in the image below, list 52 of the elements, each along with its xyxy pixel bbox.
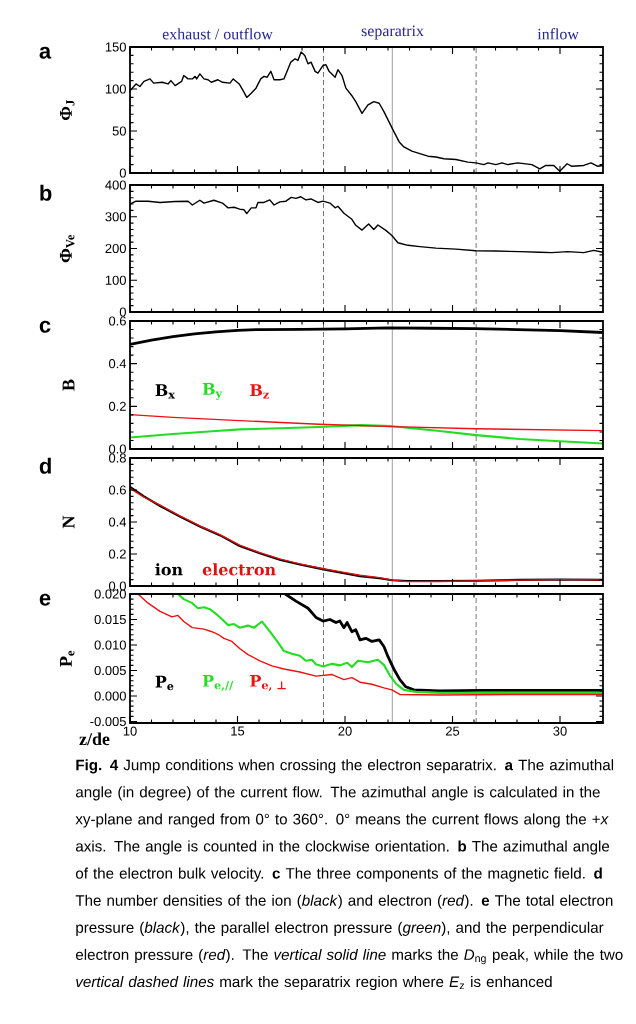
legend-label: B$_{x}$ <box>155 384 176 399</box>
y-tick-label: 0.0 <box>108 444 126 454</box>
y-axis-title: N <box>62 515 75 529</box>
text: exhaust / outflow <box>162 28 273 40</box>
series-label: B$_{z}$ <box>250 384 269 399</box>
series-label: P$_{e, ⊥}$ <box>250 674 286 692</box>
y-tick-label: 0.6 <box>108 316 126 326</box>
y-tick-label: 0 <box>119 307 126 317</box>
text: inflow <box>537 28 579 40</box>
y-tick-label: 0.2 <box>108 401 126 411</box>
text: separatrix <box>361 25 424 40</box>
y-tick-label: 0.6 <box>108 485 126 495</box>
chart-title: d <box>39 457 51 474</box>
y-tick-label: 0.4 <box>108 517 127 527</box>
x-tick-label: 30 <box>553 726 567 736</box>
chart-title: c <box>39 320 51 333</box>
y-tick-label: 0.8 <box>108 453 126 463</box>
x-tick-label: 10 <box>123 726 137 736</box>
x-tick-label: 20 <box>338 726 352 736</box>
text: P$_{e,//}$ <box>202 674 234 692</box>
y-tick-label: 200 <box>105 243 126 254</box>
y-tick-label: 100 <box>105 275 126 285</box>
series-label: electron <box>202 563 276 576</box>
chart-title: a <box>39 46 52 59</box>
legend-label: P$_{e}$ <box>155 675 174 691</box>
y-tick-label: 0.005 <box>94 665 126 676</box>
y-tick-label: 400 <box>105 180 126 190</box>
y-tick-label: -0.005 <box>90 716 126 727</box>
y-tick-label: 0 <box>119 168 126 178</box>
y-tick-label: 300 <box>105 212 126 222</box>
x-tick-label: 25 <box>445 726 460 736</box>
y-tick-label: 150 <box>105 42 126 52</box>
y-axis-title: Φ$_{Ve}$ <box>59 234 75 263</box>
y-axis-title: P$_{e}$ <box>60 650 75 667</box>
y-tick-label: 0.000 <box>94 691 126 701</box>
y-axis-title: Φ$_{J}$ <box>60 100 75 121</box>
y-axis-title: B <box>62 379 75 391</box>
y-tick-label: 0.2 <box>108 549 126 559</box>
y-tick-label: 0.020 <box>94 589 126 599</box>
y-tick-label: 0.0 <box>108 581 126 591</box>
y-tick-label: 0.015 <box>94 614 126 625</box>
x-axis-title: z/de <box>79 732 110 746</box>
legend-label: ion <box>155 563 183 576</box>
y-tick-label: 100 <box>105 84 126 94</box>
text: Fig. 4 Jump conditions when crossing the electron separatrix. a The azimuthal angle (in degree) of the current flow. The azimuthal angle is calculated in the xy-plane and ranged from 0° to 360°. 0° means the current flows along the +x axis. The angle is counted in the clockwise orientation. b The azimuthal angle of the electron bulk velocity. c The three components of the magnetic field. d The number densities of the ion (black) and electron (red). e The total electron pressure (black), the parallel electron pressure (green), and the perpendicular electron pressure (red). The vertical solid line marks the D$_{ng}$ peak, while the two vertical dashed lines mark the separatrix region where E$_{z}$ is enhanced <box>75 759 623 991</box>
y-tick-label: 50 <box>112 126 126 136</box>
y-tick-label: 0.4 <box>108 359 127 369</box>
chart-title: b <box>40 184 52 201</box>
y-tick-label: 0.010 <box>94 640 126 650</box>
series-label: B$_{y}$ <box>202 383 223 400</box>
chart-title: e <box>39 593 51 606</box>
x-tick-label: 15 <box>231 726 245 736</box>
